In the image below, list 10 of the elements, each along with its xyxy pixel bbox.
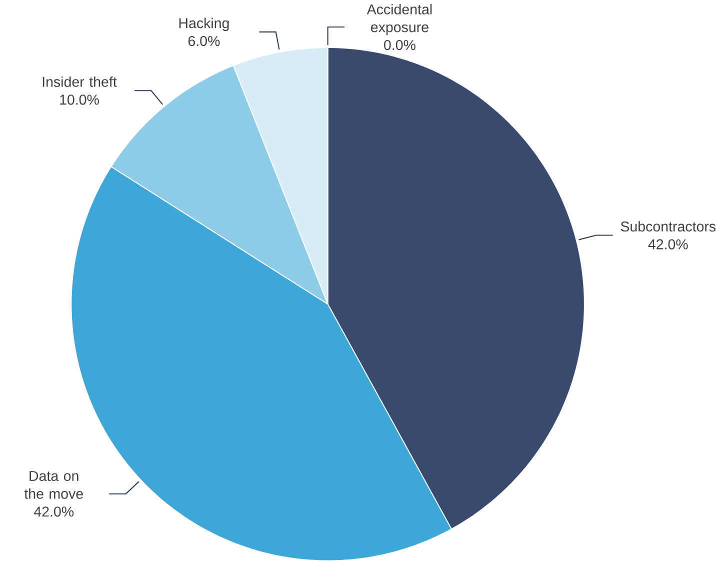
slice-label: Data on the move <box>24 470 83 499</box>
slice-label: Hacking <box>179 18 229 31</box>
data-label: 42.0% <box>648 239 688 250</box>
data-label: 10.0% <box>60 94 99 105</box>
slice-label: Insider theft <box>42 76 117 87</box>
data-label: 6.0% <box>188 36 220 46</box>
slice-label: Subcontractors <box>620 220 716 232</box>
category-label: Accidental exposure <box>366 4 432 35</box>
text: 0.0% <box>384 40 416 50</box>
data-label: 42.0% <box>34 506 74 517</box>
